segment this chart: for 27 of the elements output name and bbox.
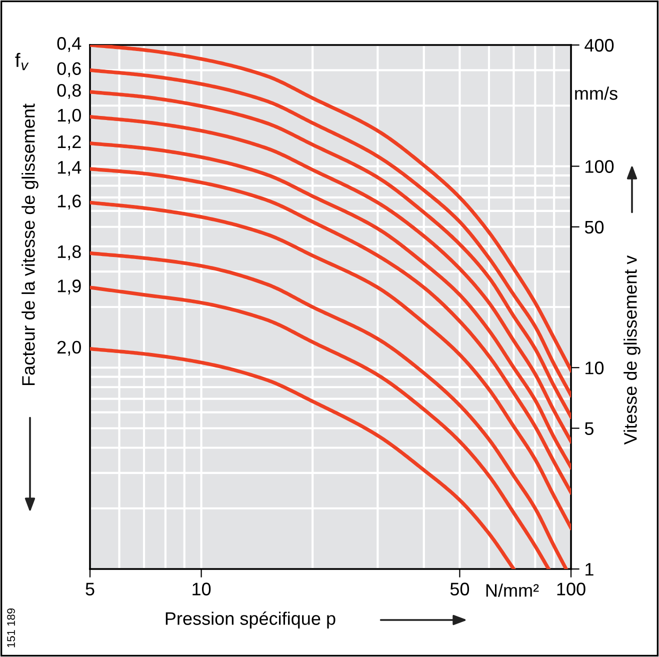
series-label: 1,0 [58, 108, 81, 124]
y2-axis-title: Vitesse de glissement v [624, 255, 640, 445]
x-tick-label: 50 [450, 582, 470, 596]
y-tick-label: 5 [584, 422, 594, 435]
y-tick-label: 10 [586, 362, 604, 374]
text: mm/s [575, 86, 618, 100]
series-label: 1,6 [58, 194, 81, 210]
y-axis-title: Facteur de la vitesse de glissement [22, 104, 38, 386]
x-tick-label: 100 [557, 582, 586, 596]
x-tick-label: 5 [86, 582, 94, 596]
series-label: 1,2 [58, 135, 81, 150]
y-tick-label: 1 [586, 563, 594, 576]
series-label: 2,0 [57, 340, 81, 356]
series-label: 1,4 [58, 161, 82, 176]
y-tick-label: 400 [584, 38, 614, 52]
y-tick-label: 50 [584, 220, 604, 234]
y-tick-label: 100 [586, 160, 614, 173]
series-label: 0,8 [57, 84, 81, 99]
text: N/mm² [486, 584, 539, 597]
series-label: 0,6 [57, 62, 81, 78]
series-label: 1,8 [58, 245, 81, 260]
series-label: 0,4 [57, 37, 82, 52]
text: 151 189 [7, 608, 15, 648]
x-tick-label: 10 [192, 582, 211, 596]
text: f$_{v}$ [15, 52, 29, 70]
x-axis-title: Pression spécifique p [166, 611, 336, 629]
series-label: 1,9 [58, 280, 81, 294]
